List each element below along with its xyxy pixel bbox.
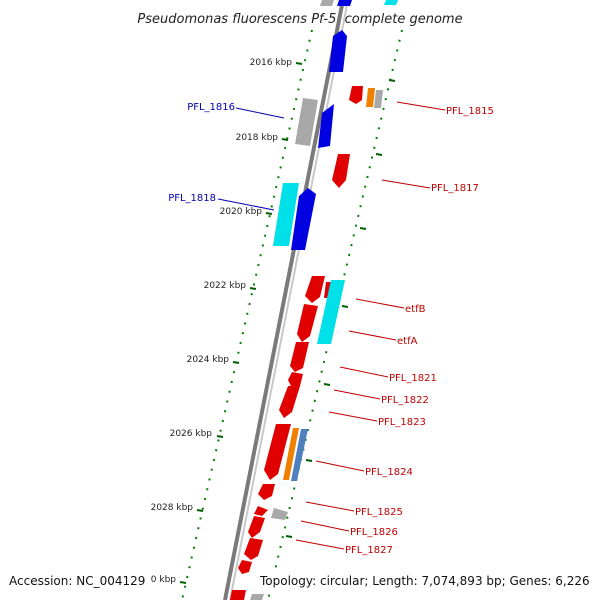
gene-feature-cyan [384,0,398,5]
gene-feature-red [290,342,309,372]
gene-feature-orange [283,428,299,480]
gene-label: etfA [397,336,418,347]
gene-features [230,0,398,600]
gene-feature-red [258,484,275,500]
map-title: Pseudomonas fluorescens Pf-5, complete g… [137,12,462,27]
gene-feature-red [332,154,350,188]
gene-feature-red [305,276,325,303]
gene-feature-blue [318,104,334,148]
leader-line [315,460,365,472]
gene-feature-steel [291,429,308,481]
kbp-tick [388,79,396,82]
gene-label: PFL_1821 [389,373,437,384]
gene-label: PFL_1817 [431,183,479,194]
kbp-tick [179,581,187,584]
gene-feature-red [288,372,303,386]
kbp-tick [341,305,349,308]
gene-feature-red [279,386,300,418]
gene-feature-blue [337,0,352,6]
kbp-tick [265,212,273,215]
kbp-label: 0 kbp [151,575,177,585]
leader-line [348,330,397,341]
kbp-tick [285,535,293,538]
leader-line [295,539,345,550]
leader-line [328,411,378,422]
kbp-label: 2028 kbp [151,503,194,513]
gene-feature-red [244,538,263,560]
kbp-tick-marks [179,62,396,584]
gene-label: PFL_1823 [378,417,426,428]
gene-feature-red [238,560,252,574]
gene-label: PFL_1822 [381,395,429,406]
gene-label: PFL_1815 [446,106,494,117]
gene-feature-red [264,424,291,480]
gene-feature-cyan [273,183,299,246]
leader-line [339,366,389,378]
gene-label: PFL_1825 [355,507,403,518]
gene-feature-red [248,516,265,538]
gene-label: PFL_1824 [365,467,413,478]
gene-feature-gray [250,594,264,600]
gene-feature-gray [374,90,383,108]
gene-label: PFL_1827 [345,545,393,556]
gene-label: PFL_1826 [350,527,398,538]
label-leaders [217,101,446,550]
gene-feature-gray [271,508,288,520]
leader-line [333,389,381,400]
kbp-label: 2020 kbp [220,207,263,217]
gene-feature-blue [329,36,347,72]
kbp-labels: 2016 kbp 2018 kbp 2020 kbp 2022 kbp 2024… [151,58,293,585]
gene-feature-red [349,86,363,104]
kbp-tick [359,227,367,230]
gene-feature-red [254,506,268,516]
kbp-tick [323,383,331,386]
kbp-label: 2016 kbp [250,58,293,68]
kbp-tick [196,509,204,512]
genome-backbone [223,0,349,600]
gene-feature-gray [295,98,318,146]
kbp-tick [232,361,240,364]
accession-text: Accession: NC_004129 [9,574,146,588]
gene-feature-orange [366,88,375,107]
leader-line [235,107,285,119]
kbp-tick [216,435,224,438]
gene-feature-cyan [317,280,345,344]
kbp-tick [295,62,303,65]
leader-line [217,198,275,211]
gene-label: PFL_1818 [168,193,216,204]
kbp-label: 2018 kbp [236,133,279,143]
kbp-label: 2024 kbp [187,355,230,365]
leader-line [396,101,446,111]
kbp-tick [249,287,257,290]
gene-feature-red [230,590,246,600]
kbp-tick [281,138,289,141]
gene-labels: PFL_1816 PFL_1818 PFL_1815 PFL_1817 etfB… [168,102,494,556]
leader-line [355,298,405,309]
kbp-label: 2022 kbp [204,281,247,291]
gene-feature-blue-arrow [333,30,347,36]
gene-feature-gray [320,0,334,6]
leader-line [305,501,355,512]
leader-line [381,179,431,189]
kbp-tick [375,153,383,156]
gene-label: etfB [405,304,426,315]
gene-feature-blue [291,188,316,250]
topology-text: Topology: circular; Length: 7,074,893 bp… [260,574,590,588]
leader-line [300,520,350,532]
kbp-label: 2026 kbp [170,429,213,439]
gene-feature-red [297,304,318,342]
gene-label: PFL_1816 [187,102,235,113]
kbp-tick [305,459,313,462]
